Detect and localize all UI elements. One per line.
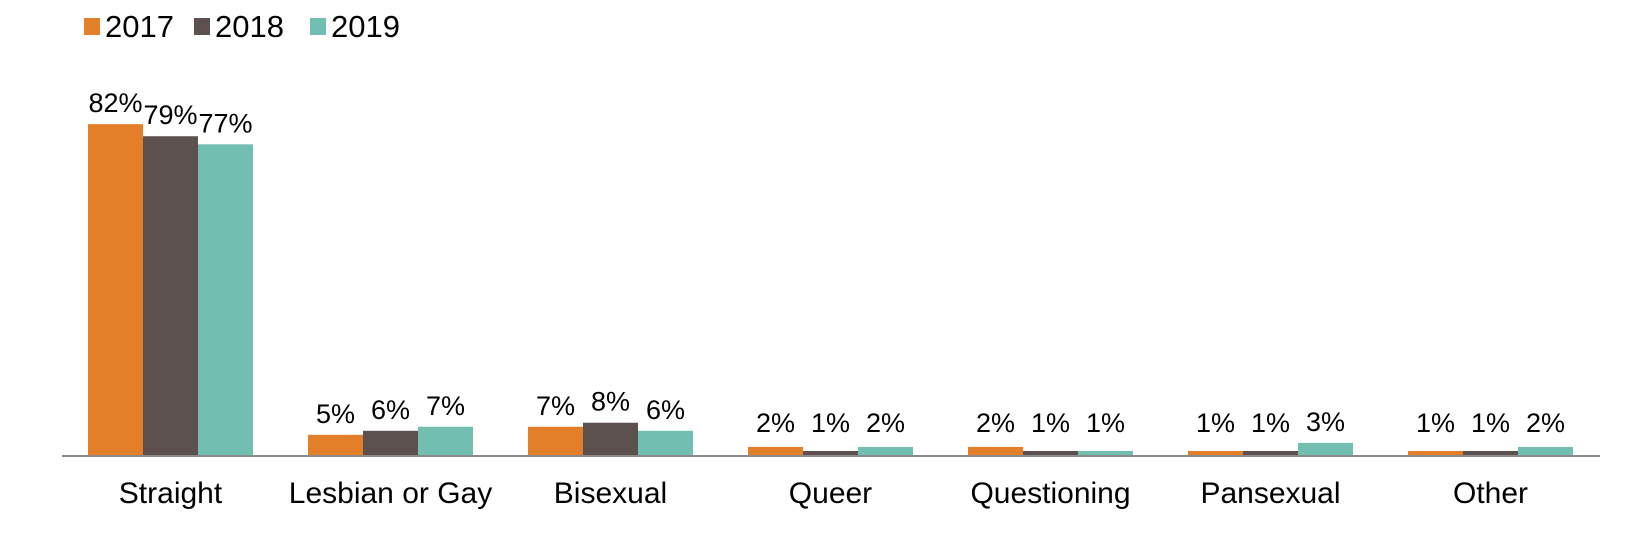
data-label-straight-2019: 77% [198, 108, 252, 138]
legend-swatch-2017 [84, 18, 100, 35]
bar-queer-2017 [748, 446, 803, 455]
category-label-lesbian-or-gay: Lesbian or Gay [289, 477, 492, 510]
data-label-other-2017: 1% [1416, 408, 1455, 438]
data-label-other-2018: 1% [1471, 408, 1510, 438]
bar-queer-2018 [803, 450, 858, 455]
data-label-questioning-2019: 1% [1086, 408, 1125, 438]
data-label-bisexual-2018: 8% [591, 387, 630, 417]
bar-straight-2018 [143, 136, 198, 456]
category-label-bisexual: Bisexual [554, 477, 667, 510]
bar-questioning-2019 [1078, 450, 1133, 455]
bar-bisexual-2019 [638, 430, 693, 455]
legend-label-2018: 2018 [215, 9, 284, 44]
bars [88, 124, 1573, 456]
data-label-lesbian-or-gay-2017: 5% [316, 399, 355, 429]
bar-lesbian-or-gay-2019 [418, 426, 473, 455]
legend-label-2017: 2017 [105, 9, 174, 44]
bar-lesbian-or-gay-2017 [308, 434, 363, 455]
bar-other-2017 [1408, 450, 1463, 455]
data-label-other-2019: 2% [1526, 408, 1565, 438]
data-label-pansexual-2019: 3% [1306, 407, 1345, 437]
bar-pansexual-2019 [1298, 442, 1353, 455]
bar-queer-2019 [858, 446, 913, 455]
bar-other-2018 [1463, 450, 1518, 455]
data-label-queer-2018: 1% [811, 408, 850, 438]
bar-pansexual-2017 [1188, 450, 1243, 455]
category-label-questioning: Questioning [970, 477, 1130, 510]
bar-other-2019 [1518, 446, 1573, 455]
data-labels: 82% 79% 77% 5% 6% 7% 7% 8% 6% 2% 1% 2% 2% 1% 1% 1% 1% 3% 1… [88, 88, 1565, 438]
data-label-questioning-2018: 1% [1031, 408, 1070, 438]
data-label-bisexual-2019: 6% [646, 395, 685, 425]
category-label-queer: Queer [789, 477, 872, 510]
data-label-lesbian-or-gay-2019: 7% [426, 391, 465, 421]
bar-pansexual-2018 [1243, 450, 1298, 455]
bar-lesbian-or-gay-2018 [363, 430, 418, 455]
bar-straight-2017 [88, 124, 143, 455]
data-label-bisexual-2017: 7% [536, 391, 575, 421]
bar-questioning-2018 [1023, 450, 1078, 455]
data-label-straight-2017: 82% [88, 88, 142, 118]
category-label-other: Other [1453, 477, 1528, 510]
data-label-queer-2019: 2% [866, 408, 905, 438]
data-label-straight-2018: 79% [143, 100, 197, 130]
bar-bisexual-2018 [583, 422, 638, 455]
category-label-pansexual: Pansexual [1200, 477, 1340, 510]
bar-questioning-2017 [968, 446, 1023, 455]
legend: 2017 2018 2019 [84, 9, 400, 44]
data-label-lesbian-or-gay-2018: 6% [371, 395, 410, 425]
legend-swatch-2018 [194, 18, 210, 35]
bar-bisexual-2017 [528, 426, 583, 455]
data-label-questioning-2017: 2% [976, 408, 1015, 438]
bar-straight-2019 [198, 144, 253, 455]
data-label-pansexual-2018: 1% [1251, 408, 1290, 438]
data-label-pansexual-2017: 1% [1196, 408, 1235, 438]
category-labels: Straight Lesbian or Gay Bisexual Queer Quest… [119, 477, 1528, 510]
legend-swatch-2019 [310, 18, 326, 35]
category-label-straight: Straight [119, 477, 223, 510]
data-label-queer-2017: 2% [756, 408, 795, 438]
legend-label-2019: 2019 [331, 9, 400, 44]
